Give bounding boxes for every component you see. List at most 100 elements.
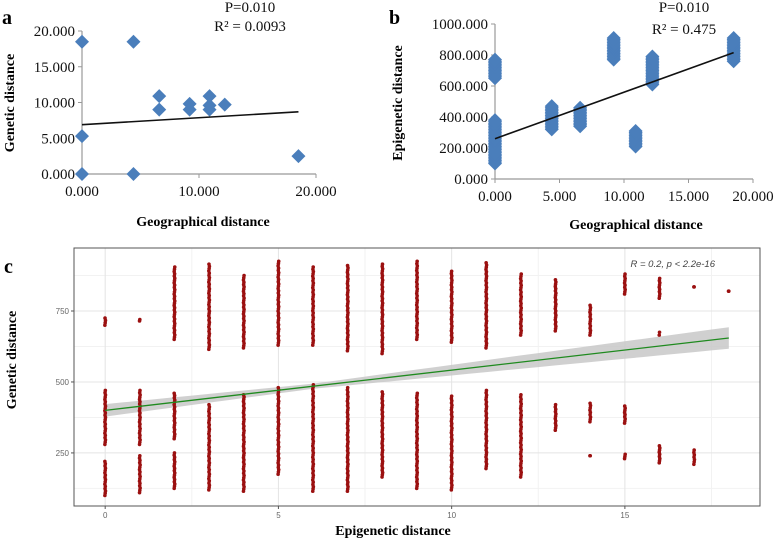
x-tick-label-a: 10.000 [178,184,219,200]
data-point-c [657,330,662,335]
data-point-c [207,402,211,407]
data-point-a [291,149,306,164]
data-point-c [172,451,177,455]
data-point-a [126,34,141,49]
data-point-a [182,102,197,117]
data-point-c [727,289,731,293]
trendline-a [81,110,299,126]
data-point-c [657,333,662,337]
data-point-c [276,259,281,264]
data-point-c [172,391,176,396]
x-tick-label-b: 15.000 [668,189,709,205]
y-axis-label-b: Epigenetic distance [391,45,406,161]
x-tick-label-b: 10.000 [603,189,644,205]
data-point-c [138,317,142,322]
data-point-c [622,404,627,408]
data-point-a [75,129,89,144]
data-point-a [217,97,232,112]
y-tick-label-a: 15.000 [34,60,75,76]
data-point-b [606,30,621,45]
data-point-b [544,99,559,114]
y-tick-label-b: 200.000 [439,141,488,157]
data-point-c [588,303,592,308]
data-point-c [692,448,696,452]
p-value-annotation-a: P=0.010 [225,0,276,16]
data-point-c [103,459,107,464]
data-point-c [588,401,592,406]
data-point-c [415,259,419,264]
x-tick-label-c: 5 [276,511,281,520]
panel-b-epigenetic-vs-geographical: b P=0.010 R² = 0.475 Epigenetic distance… [389,0,774,233]
x-tick-label-b: 20.000 [732,189,773,205]
panel-label-b: b [389,7,400,29]
p-value-annotation-b: P=0.010 [659,0,710,16]
data-point-c [276,385,281,390]
data-point-c [172,265,177,269]
r2-annotation-b: R² = 0.475 [652,22,716,38]
data-point-b [645,49,660,64]
x-axis-label-a: Geographical distance [136,215,269,230]
data-point-b [488,52,502,67]
data-point-a [75,34,89,49]
y-axis-label-a: Genetic distance [3,54,18,152]
r2-annotation-a: R² = 0.0093 [214,19,286,35]
data-point-c [345,263,350,268]
data-point-a [126,167,141,181]
correlation-annotation-c: R = 0.2, p < 2.2e-16 [630,259,715,270]
data-point-b [726,30,741,45]
data-point-c [657,276,662,281]
x-tick-label-a: 0.000 [65,184,99,200]
trendline-b [494,51,734,140]
x-tick-label-c: 0 [103,511,108,520]
plot-border-c [73,247,761,507]
x-axis-label-c: Epigenetic distance [335,524,451,538]
data-point-c [449,269,454,274]
data-point-a [202,89,217,104]
y-tick-label-b: 0.000 [454,172,488,188]
data-point-c [588,453,593,458]
y-tick-label-b: 800.000 [439,48,488,64]
data-point-a [75,167,89,181]
y-tick-label-a: 5.000 [41,131,75,147]
data-point-b [488,113,502,128]
y-tick-label-a: 20.000 [34,24,75,40]
data-point-c [207,262,211,266]
data-point-c [103,316,107,320]
data-point-c [380,390,385,394]
panel-c-genetic-vs-epigenetic: c R = 0.2, p < 2.2e-16 Genetic distance … [4,247,761,538]
y-tick-label-b: 600.000 [439,79,488,95]
data-point-c [553,277,558,282]
y-tick-label-b: 1000.000 [432,17,488,33]
data-point-c [242,273,246,278]
data-point-c [345,385,350,390]
data-point-c [380,262,385,266]
data-point-c [484,260,488,265]
x-tick-label-a: 20.000 [295,184,336,200]
x-tick-label-b: 5.000 [543,189,577,205]
data-point-c [657,444,662,448]
data-point-a [152,89,167,104]
y-axis-label-c: Genetic distance [5,311,20,409]
data-point-c [484,388,489,393]
data-point-c [623,272,627,276]
confidence-band-c [105,327,729,417]
x-tick-label-c: 15 [620,511,629,520]
y-tick-label-c: 750 [56,307,70,316]
data-point-c [415,391,420,396]
x-axis-label-b: Geographical distance [569,218,702,233]
y-tick-label-a: 0.000 [41,167,75,183]
data-point-c [311,265,316,269]
data-point-b [628,123,643,138]
data-point-c [692,285,696,289]
data-point-c [138,453,142,458]
data-point-c [519,272,524,276]
data-point-c [553,402,558,407]
y-tick-label-a: 10.000 [34,96,75,112]
data-point-c [138,388,142,393]
data-point-c [103,388,108,393]
y-tick-label-c: 500 [56,378,70,387]
data-point-c [623,452,627,457]
x-tick-label-c: 10 [447,511,456,520]
fit-line-c [105,337,729,411]
